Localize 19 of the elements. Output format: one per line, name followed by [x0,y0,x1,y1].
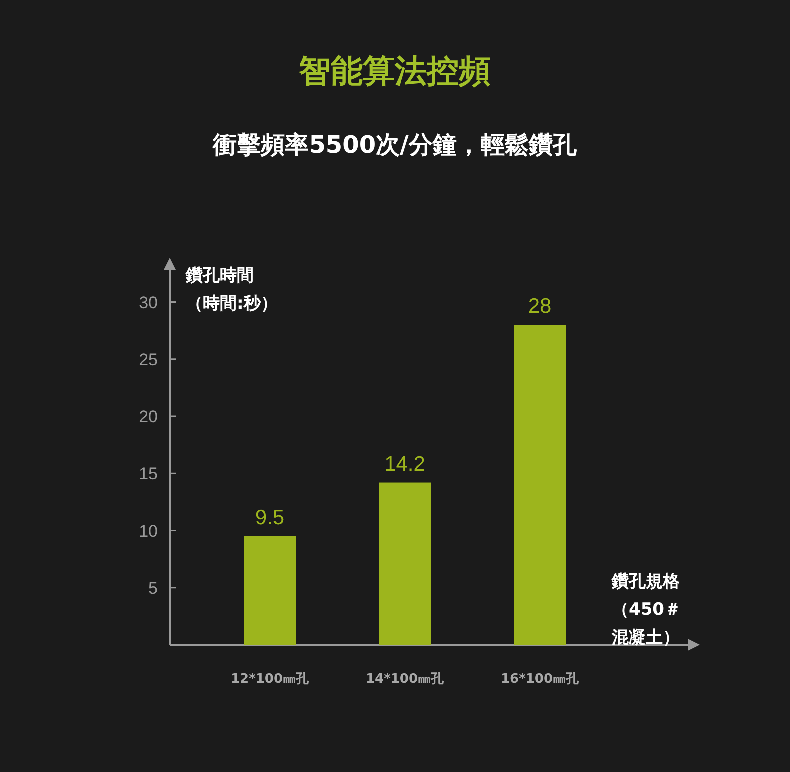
bar [244,536,296,645]
chart-title: 智能算法控頻 [298,52,491,90]
bar [514,325,566,645]
data-label: 28 [528,295,552,318]
data-label: 9.5 [255,506,285,530]
data-label: 14.2 [384,452,426,476]
y-tick-label: 25 [139,350,158,370]
x-axis-title: 鑽孔規格（450＃混凝土） [612,571,682,650]
y-tick-label: 15 [139,464,158,484]
y-axis-title: 鑽孔時間（時間:秒） [186,265,279,316]
x-tick-label: 14*100㎜孔 [366,672,446,687]
y-tick-label: 10 [139,522,158,541]
y-tick-label: 30 [139,293,158,312]
y-tick-label: 5 [148,578,158,598]
chart-subtitle: 衝擊頻率5500次/分鐘，輕鬆鑽孔 [212,131,578,159]
bar [379,482,431,645]
x-tick-label: 16*100㎜孔 [500,672,580,687]
x-tick-label: 12*100㎜孔 [230,672,310,687]
y-tick-label: 20 [139,408,158,427]
